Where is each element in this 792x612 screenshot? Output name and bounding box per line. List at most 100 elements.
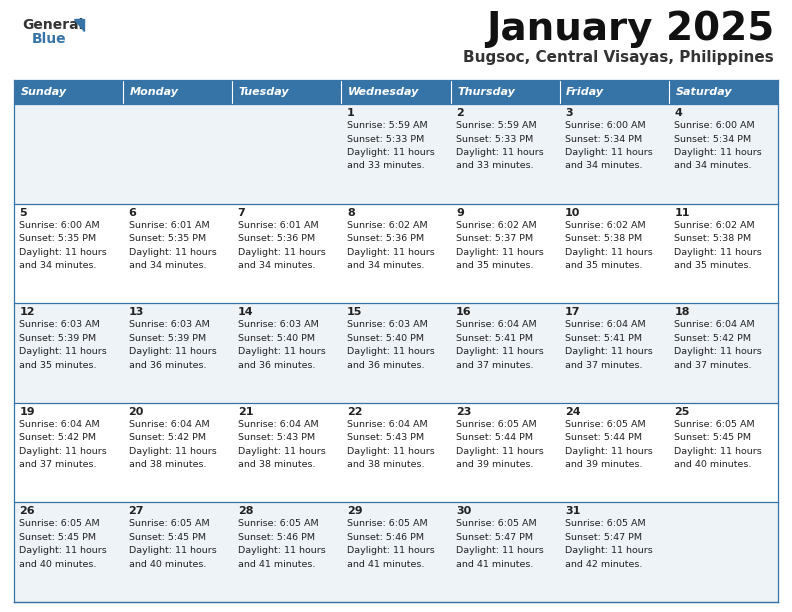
Text: 11: 11: [674, 207, 690, 218]
Text: Sunset: 5:36 PM: Sunset: 5:36 PM: [347, 234, 424, 243]
Text: Sunset: 5:34 PM: Sunset: 5:34 PM: [674, 135, 752, 143]
Bar: [341, 80, 451, 104]
Text: and 35 minutes.: and 35 minutes.: [565, 261, 642, 270]
Text: 27: 27: [128, 506, 144, 517]
Text: and 39 minutes.: and 39 minutes.: [565, 460, 642, 469]
Text: Sunrise: 6:00 AM: Sunrise: 6:00 AM: [20, 220, 100, 230]
Text: 14: 14: [238, 307, 253, 317]
Text: 31: 31: [565, 506, 581, 517]
Text: 2: 2: [456, 108, 464, 118]
Text: Sunset: 5:33 PM: Sunset: 5:33 PM: [456, 135, 533, 143]
Text: 8: 8: [347, 207, 355, 218]
Bar: [14, 104, 778, 204]
Text: and 40 minutes.: and 40 minutes.: [674, 460, 752, 469]
Text: Tuesday: Tuesday: [239, 87, 289, 97]
Text: Daylight: 11 hours: Daylight: 11 hours: [128, 447, 216, 456]
Text: and 34 minutes.: and 34 minutes.: [674, 162, 752, 171]
Text: 22: 22: [347, 407, 363, 417]
Bar: [451, 80, 560, 104]
Text: Sunrise: 6:05 AM: Sunrise: 6:05 AM: [565, 520, 645, 528]
Text: Daylight: 11 hours: Daylight: 11 hours: [674, 347, 762, 356]
Text: Sunrise: 6:05 AM: Sunrise: 6:05 AM: [565, 420, 645, 429]
Text: Sunrise: 6:03 AM: Sunrise: 6:03 AM: [347, 320, 428, 329]
Text: Daylight: 11 hours: Daylight: 11 hours: [347, 248, 435, 256]
Text: Sunday: Sunday: [21, 87, 67, 97]
Bar: [14, 80, 123, 104]
Text: and 40 minutes.: and 40 minutes.: [128, 560, 206, 569]
Text: 30: 30: [456, 506, 471, 517]
Text: and 40 minutes.: and 40 minutes.: [20, 560, 97, 569]
Text: Wednesday: Wednesday: [348, 87, 419, 97]
Text: Sunrise: 6:03 AM: Sunrise: 6:03 AM: [238, 320, 318, 329]
Text: Sunrise: 6:05 AM: Sunrise: 6:05 AM: [674, 420, 755, 429]
Text: 5: 5: [20, 207, 27, 218]
Text: 10: 10: [565, 207, 581, 218]
Text: and 38 minutes.: and 38 minutes.: [238, 460, 315, 469]
Text: 7: 7: [238, 207, 246, 218]
Text: Sunset: 5:35 PM: Sunset: 5:35 PM: [20, 234, 97, 243]
Text: and 34 minutes.: and 34 minutes.: [128, 261, 206, 270]
Text: Sunrise: 6:05 AM: Sunrise: 6:05 AM: [347, 520, 428, 528]
Text: 19: 19: [20, 407, 35, 417]
Text: and 37 minutes.: and 37 minutes.: [456, 360, 534, 370]
Text: Sunset: 5:47 PM: Sunset: 5:47 PM: [456, 533, 533, 542]
Text: Daylight: 11 hours: Daylight: 11 hours: [347, 347, 435, 356]
Text: and 41 minutes.: and 41 minutes.: [238, 560, 315, 569]
Text: Sunset: 5:34 PM: Sunset: 5:34 PM: [565, 135, 642, 143]
Text: Sunrise: 6:04 AM: Sunrise: 6:04 AM: [347, 420, 428, 429]
Text: Daylight: 11 hours: Daylight: 11 hours: [238, 447, 326, 456]
Bar: [14, 303, 778, 403]
Text: Sunset: 5:40 PM: Sunset: 5:40 PM: [347, 334, 424, 343]
Text: Daylight: 11 hours: Daylight: 11 hours: [20, 347, 107, 356]
Text: Sunset: 5:42 PM: Sunset: 5:42 PM: [20, 433, 97, 442]
Text: 17: 17: [565, 307, 581, 317]
Text: 21: 21: [238, 407, 253, 417]
Text: Sunrise: 6:05 AM: Sunrise: 6:05 AM: [456, 420, 537, 429]
Text: Friday: Friday: [566, 87, 604, 97]
Text: Sunset: 5:45 PM: Sunset: 5:45 PM: [128, 533, 206, 542]
Text: Sunset: 5:41 PM: Sunset: 5:41 PM: [456, 334, 533, 343]
Text: Sunset: 5:41 PM: Sunset: 5:41 PM: [565, 334, 642, 343]
Text: Sunset: 5:42 PM: Sunset: 5:42 PM: [674, 334, 752, 343]
Text: Sunset: 5:43 PM: Sunset: 5:43 PM: [238, 433, 315, 442]
Text: 29: 29: [347, 506, 363, 517]
Text: Sunrise: 6:05 AM: Sunrise: 6:05 AM: [128, 520, 209, 528]
Text: Sunrise: 6:04 AM: Sunrise: 6:04 AM: [456, 320, 537, 329]
Text: Sunset: 5:38 PM: Sunset: 5:38 PM: [565, 234, 642, 243]
Text: Sunset: 5:39 PM: Sunset: 5:39 PM: [20, 334, 97, 343]
Text: Daylight: 11 hours: Daylight: 11 hours: [20, 248, 107, 256]
Text: Sunrise: 6:02 AM: Sunrise: 6:02 AM: [674, 220, 755, 230]
Text: and 33 minutes.: and 33 minutes.: [456, 162, 534, 171]
Text: Sunset: 5:46 PM: Sunset: 5:46 PM: [347, 533, 424, 542]
Text: Daylight: 11 hours: Daylight: 11 hours: [456, 248, 544, 256]
Text: Daylight: 11 hours: Daylight: 11 hours: [456, 148, 544, 157]
Text: Sunrise: 6:01 AM: Sunrise: 6:01 AM: [238, 220, 318, 230]
Text: Bugsoc, Central Visayas, Philippines: Bugsoc, Central Visayas, Philippines: [463, 50, 774, 65]
Text: Daylight: 11 hours: Daylight: 11 hours: [456, 347, 544, 356]
Text: Sunrise: 6:05 AM: Sunrise: 6:05 AM: [238, 520, 318, 528]
Bar: [560, 80, 669, 104]
Text: 26: 26: [20, 506, 35, 517]
Text: 24: 24: [565, 407, 581, 417]
Bar: [123, 80, 232, 104]
Bar: [14, 502, 778, 602]
Text: and 34 minutes.: and 34 minutes.: [20, 261, 97, 270]
Text: Monday: Monday: [130, 87, 179, 97]
Text: and 38 minutes.: and 38 minutes.: [128, 460, 206, 469]
Text: and 42 minutes.: and 42 minutes.: [565, 560, 642, 569]
Text: Sunrise: 6:04 AM: Sunrise: 6:04 AM: [128, 420, 209, 429]
Text: Daylight: 11 hours: Daylight: 11 hours: [238, 347, 326, 356]
Text: Sunset: 5:37 PM: Sunset: 5:37 PM: [456, 234, 533, 243]
Text: Sunrise: 5:59 AM: Sunrise: 5:59 AM: [347, 121, 428, 130]
Text: and 36 minutes.: and 36 minutes.: [128, 360, 206, 370]
Text: Sunset: 5:44 PM: Sunset: 5:44 PM: [456, 433, 533, 442]
Text: and 37 minutes.: and 37 minutes.: [20, 460, 97, 469]
Text: Sunset: 5:38 PM: Sunset: 5:38 PM: [674, 234, 752, 243]
Text: Daylight: 11 hours: Daylight: 11 hours: [128, 547, 216, 556]
Text: Daylight: 11 hours: Daylight: 11 hours: [238, 547, 326, 556]
Text: 20: 20: [128, 407, 144, 417]
Text: Daylight: 11 hours: Daylight: 11 hours: [128, 248, 216, 256]
Text: Sunrise: 6:04 AM: Sunrise: 6:04 AM: [565, 320, 645, 329]
Text: and 39 minutes.: and 39 minutes.: [456, 460, 534, 469]
Text: 28: 28: [238, 506, 253, 517]
